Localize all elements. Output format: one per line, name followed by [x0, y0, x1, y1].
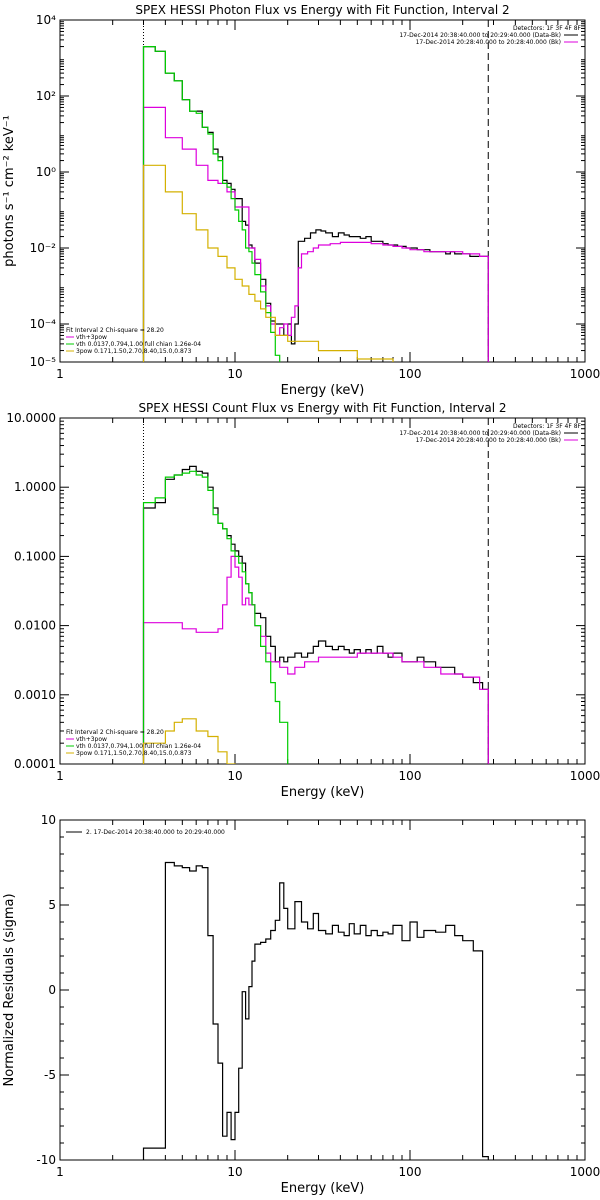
y-tick-label: 10⁻⁴ [30, 317, 57, 331]
y-tick-label: 5 [48, 898, 56, 912]
series-line-1 [142, 106, 489, 362]
legend-top-right-text: Detectors: 1F 3F 4F 8F [513, 423, 582, 430]
y-tick-label: 0.0001 [14, 757, 56, 771]
series-line-1 [142, 555, 489, 764]
series-line-2 [142, 470, 289, 764]
x-tick-label: 10 [227, 1165, 242, 1179]
panel-1: SPEX HESSI Photon Flux vs Energy with Fi… [2, 3, 600, 398]
legend-bottom-left-text: vth+3pow [76, 334, 107, 341]
legend-top-right-text: Detectors: 1F 3F 4F 8F [513, 25, 582, 32]
series-line-0 [142, 861, 489, 1160]
y-tick-label: 10⁰ [36, 165, 56, 179]
legend-bottom-left-text: vth 0.0137,0.794,1.00 full chian 1.26e-0… [76, 341, 201, 348]
y-tick-label: 0.0100 [14, 619, 56, 633]
x-tick-label: 1000 [570, 1165, 600, 1179]
y-tick-label: 10⁻⁵ [30, 355, 57, 369]
y-axis-label: photons s⁻¹ cm⁻² keV⁻¹ [2, 115, 17, 267]
y-tick-label: 10 [41, 813, 56, 827]
y-tick-label: 10⁻² [30, 241, 57, 255]
y-tick-label: -5 [44, 1068, 56, 1082]
y-tick-label: 1.0000 [14, 480, 56, 494]
x-tick-label: 100 [399, 367, 422, 381]
x-tick-label: 1000 [570, 367, 600, 381]
legend-bottom-left-text: vth 0.0137,0.794,1.00 full chian 1.26e-0… [76, 743, 201, 750]
x-tick-label: 1 [56, 367, 64, 381]
series-line-3 [142, 718, 236, 764]
y-tick-label: 10² [36, 89, 56, 103]
y-tick-label: 0.0010 [14, 688, 56, 702]
y-tick-label: 0 [48, 983, 56, 997]
panel-2: SPEX HESSI Count Flux vs Energy with Fit… [6, 401, 600, 800]
legend-bottom-left-text: vth+3pow [76, 736, 107, 743]
legend-top-right-text: 17-Dec-2014 20:38:40.000 to 20:29:40.000… [399, 32, 561, 39]
y-axis-label: Normalized Residuals (sigma) [2, 893, 17, 1086]
x-tick-label: 1 [56, 769, 64, 783]
legend-bottom-left-text: Fit Interval 2 Chi-square = 28.20 [66, 729, 164, 736]
y-tick-label: -10 [36, 1153, 56, 1167]
legend-top-right-text: 17-Dec-2014 20:38:40.000 to 20:29:40.000… [399, 430, 561, 437]
legend-bottom-left-text: 3pow 0.171,1.50,2.70,8.40,15.0,0.873 [76, 348, 192, 355]
series-line-0 [142, 46, 489, 362]
plot-frame [59, 819, 586, 1161]
y-tick-label: 10.0000 [6, 411, 56, 425]
legend-top-left-text: 2. 17-Dec-2014 20:38:40.000 to 20:29:40.… [86, 829, 225, 836]
legend-bottom-left-text: 3pow 0.171,1.50,2.70,8.40,15.0,0.873 [76, 750, 192, 757]
legend-top-right-text: 17-Dec-2014 20:28:40.000 to 20:28:40.000… [416, 39, 561, 46]
chart-title: SPEX HESSI Photon Flux vs Energy with Fi… [135, 3, 509, 17]
x-axis-label: Energy (keV) [281, 1181, 365, 1196]
legend-bottom-left-text: Fit Interval 2 Chi-square = 28.20 [66, 327, 164, 334]
plot-frame [59, 19, 586, 363]
x-tick-label: 10 [227, 367, 242, 381]
panel-3: 1 10 100 1000 10 5 0 -5 -10 Energy (keV) Normalize… [2, 813, 600, 1196]
y-tick-label: 0.1000 [14, 549, 56, 563]
legend-top-right-text: 17-Dec-2014 20:28:40.000 to 20:28:40.000… [416, 437, 561, 444]
series-line-3 [142, 164, 394, 362]
x-tick-label: 100 [399, 1165, 422, 1179]
x-tick-label: 1000 [570, 769, 600, 783]
y-tick-label: 10⁴ [36, 13, 56, 27]
x-tick-label: 1 [56, 1165, 64, 1179]
plot-frame [59, 417, 586, 765]
series-line-2 [142, 46, 281, 362]
chart-title: SPEX HESSI Count Flux vs Energy with Fit… [138, 401, 506, 415]
x-axis-label: Energy (keV) [281, 785, 365, 800]
x-tick-label: 100 [399, 769, 422, 783]
x-axis-label: Energy (keV) [281, 383, 365, 398]
x-tick-label: 10 [227, 769, 242, 783]
